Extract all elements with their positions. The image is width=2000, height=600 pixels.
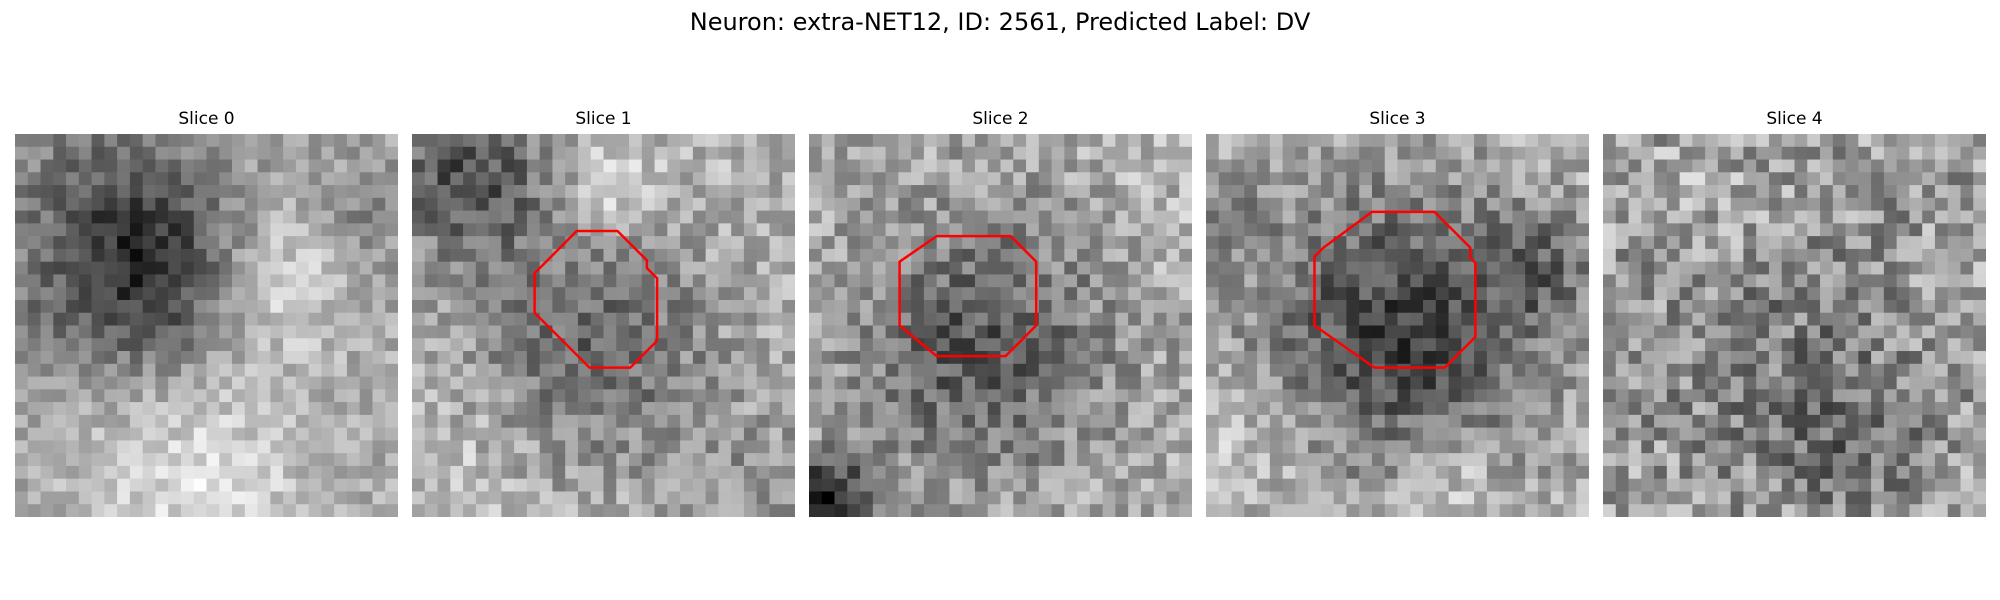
slice-image xyxy=(1206,134,1589,517)
roi-contour xyxy=(898,234,1038,358)
roi-contour xyxy=(533,229,659,369)
slice-title: Slice 3 xyxy=(1369,109,1426,129)
slice-title: Slice 4 xyxy=(1766,109,1823,129)
figure-title: Neuron: extra-NET12, ID: 2561, Predicted… xyxy=(689,8,1311,36)
slice-image xyxy=(412,134,795,517)
slice-image xyxy=(15,134,398,517)
slice-title: Slice 0 xyxy=(178,109,235,129)
roi-contour xyxy=(1313,210,1477,369)
slice-title: Slice 1 xyxy=(575,109,632,129)
slice-title: Slice 2 xyxy=(972,109,1029,129)
slice-image xyxy=(809,134,1192,517)
slice-image xyxy=(1603,134,1986,517)
